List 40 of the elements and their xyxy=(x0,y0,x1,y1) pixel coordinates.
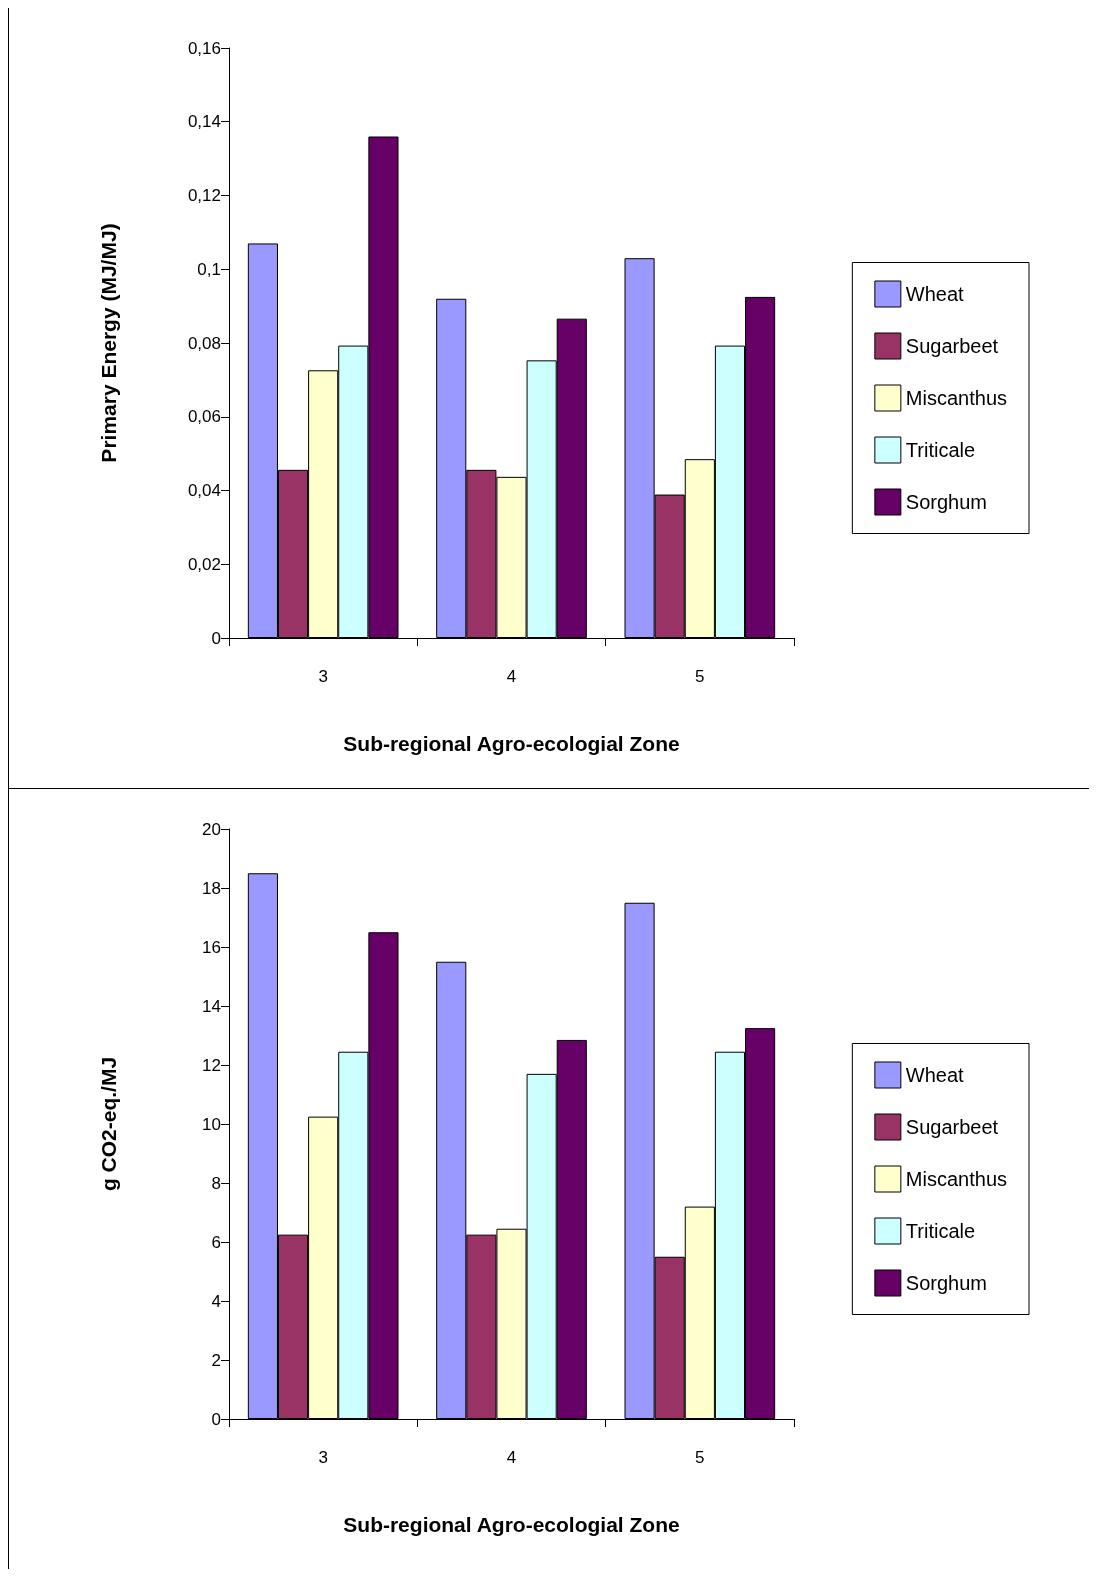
y-tick-label: 0,12 xyxy=(187,186,221,205)
y-tick-label: 18 xyxy=(202,878,221,898)
legend-label: Sorghum xyxy=(905,1272,987,1294)
legend-label: Miscanthus xyxy=(905,1168,1007,1190)
x-tick-label: 3 xyxy=(318,667,328,686)
legend-label: Sorghum xyxy=(905,491,987,513)
x-axis-title: Sub-regional Agro-ecologial Zone xyxy=(343,1513,680,1536)
y-tick-label: 16 xyxy=(202,937,221,957)
y-tick-label: 14 xyxy=(202,996,221,1016)
legend-label: Miscanthus xyxy=(905,387,1007,409)
legend-label: Triticale xyxy=(905,1220,976,1242)
y-tick-label: 0,14 xyxy=(187,112,221,132)
y-tick-label: 0,04 xyxy=(187,481,221,500)
x-tick-label: 4 xyxy=(506,1448,517,1467)
y-tick-label: 20 xyxy=(202,819,221,839)
legend-label: Triticale xyxy=(905,439,976,461)
x-tick-label: 5 xyxy=(695,667,705,686)
y-axis-title: Primary Energy (MJ/MJ) xyxy=(97,223,120,463)
y-tick-label: 8 xyxy=(211,1173,221,1193)
legend-label: Sugarbeet xyxy=(905,1116,999,1138)
y-tick-label: 0,06 xyxy=(187,407,221,427)
y-tick-label: 4 xyxy=(211,1291,221,1311)
x-tick-label: 3 xyxy=(318,1448,328,1467)
y-tick-label: 0,16 xyxy=(187,38,221,58)
y-tick-label: 0 xyxy=(211,628,221,648)
x-tick-label: 5 xyxy=(695,1448,705,1467)
y-tick-label: 0,08 xyxy=(187,333,221,353)
y-tick-label: 0,02 xyxy=(187,554,221,574)
x-axis-title: Sub-regional Agro-ecologial Zone xyxy=(343,732,680,755)
y-tick-label: 2 xyxy=(211,1350,221,1370)
y-tick-label: 0,1 xyxy=(197,259,221,279)
y-axis-title: g CO2-eq./MJ xyxy=(97,1056,120,1192)
legend-label: Wheat xyxy=(905,283,965,305)
x-tick-label: 4 xyxy=(506,667,517,686)
legend-label: Sugarbeet xyxy=(905,335,999,357)
legend-label: Wheat xyxy=(905,1064,965,1086)
y-tick-label: 10 xyxy=(202,1114,221,1134)
y-tick-label: 12 xyxy=(202,1055,221,1075)
y-tick-label: 0 xyxy=(211,1409,221,1429)
y-tick-label: 6 xyxy=(211,1232,221,1252)
